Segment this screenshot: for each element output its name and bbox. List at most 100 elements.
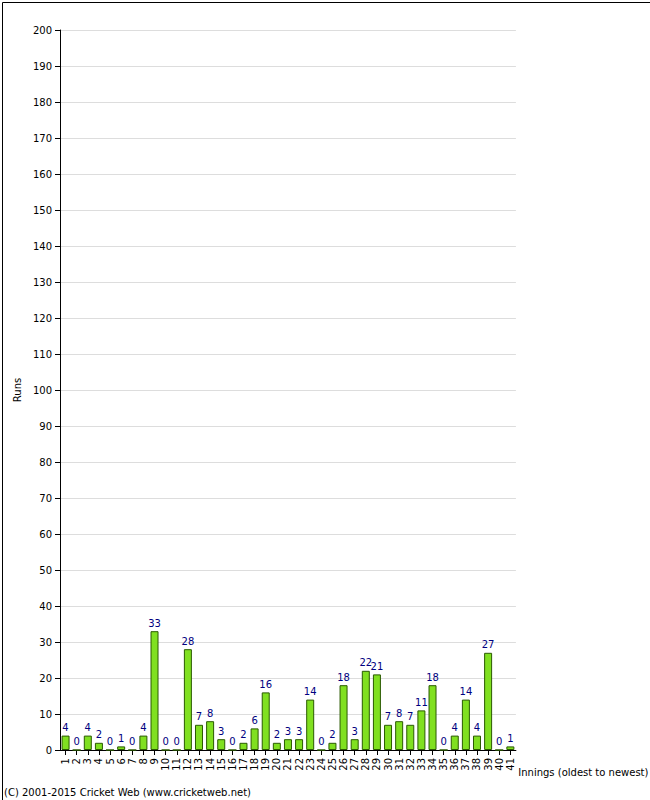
svg-text:22: 22	[294, 758, 305, 771]
svg-text:0: 0	[107, 736, 113, 747]
svg-text:14: 14	[205, 758, 216, 771]
svg-text:50: 50	[39, 565, 52, 576]
svg-text:Runs: Runs	[12, 378, 23, 402]
svg-text:13: 13	[193, 758, 204, 771]
svg-text:6: 6	[116, 758, 127, 764]
svg-text:25: 25	[327, 758, 338, 771]
svg-text:7: 7	[385, 711, 391, 722]
svg-text:11: 11	[415, 697, 428, 708]
svg-text:2: 2	[329, 729, 335, 740]
svg-text:0: 0	[73, 736, 79, 747]
svg-text:6: 6	[251, 715, 257, 726]
svg-text:(C) 2001-2015 Cricket Web (www: (C) 2001-2015 Cricket Web (www.cricketwe…	[4, 787, 251, 798]
svg-text:30: 30	[39, 637, 52, 648]
svg-text:4: 4	[474, 722, 480, 733]
svg-text:0: 0	[46, 745, 52, 756]
svg-text:180: 180	[33, 97, 52, 108]
svg-text:30: 30	[383, 758, 394, 771]
svg-text:0: 0	[496, 736, 502, 747]
svg-text:1: 1	[507, 733, 513, 744]
svg-text:100: 100	[33, 385, 52, 396]
svg-text:0: 0	[129, 736, 135, 747]
svg-text:110: 110	[33, 349, 52, 360]
svg-text:5: 5	[105, 758, 116, 764]
svg-text:4: 4	[452, 722, 458, 733]
svg-text:32: 32	[405, 758, 416, 771]
svg-text:21: 21	[282, 758, 293, 771]
svg-text:20: 20	[271, 758, 282, 771]
svg-text:8: 8	[396, 708, 402, 719]
svg-text:0: 0	[162, 736, 168, 747]
svg-text:3: 3	[296, 726, 302, 737]
svg-text:2: 2	[96, 729, 102, 740]
svg-text:120: 120	[33, 313, 52, 324]
svg-text:0: 0	[229, 736, 235, 747]
svg-text:140: 140	[33, 241, 52, 252]
svg-text:27: 27	[482, 639, 495, 650]
svg-text:3: 3	[82, 758, 93, 764]
svg-text:1: 1	[60, 758, 71, 764]
svg-text:14: 14	[304, 686, 317, 697]
svg-text:29: 29	[371, 758, 382, 771]
svg-text:4: 4	[140, 722, 146, 733]
svg-text:19: 19	[260, 758, 271, 771]
svg-text:8: 8	[138, 758, 149, 764]
svg-text:17: 17	[238, 758, 249, 771]
svg-text:40: 40	[494, 758, 505, 771]
svg-text:0: 0	[174, 736, 180, 747]
svg-text:20: 20	[39, 673, 52, 684]
svg-text:18: 18	[426, 672, 439, 683]
svg-text:35: 35	[438, 758, 449, 771]
svg-text:4: 4	[62, 722, 68, 733]
svg-text:170: 170	[33, 133, 52, 144]
svg-text:27: 27	[349, 758, 360, 771]
svg-text:0: 0	[440, 736, 446, 747]
svg-text:150: 150	[33, 205, 52, 216]
svg-text:34: 34	[427, 758, 438, 771]
svg-text:9: 9	[149, 758, 160, 764]
svg-text:15: 15	[216, 758, 227, 771]
svg-text:2: 2	[274, 729, 280, 740]
svg-text:14: 14	[460, 686, 473, 697]
svg-text:41: 41	[505, 758, 516, 771]
svg-text:1: 1	[118, 733, 124, 744]
svg-text:33: 33	[416, 758, 427, 771]
svg-text:33: 33	[148, 618, 161, 629]
svg-text:7: 7	[196, 711, 202, 722]
svg-text:10: 10	[39, 709, 52, 720]
svg-text:3: 3	[218, 726, 224, 737]
svg-text:16: 16	[227, 758, 238, 771]
svg-text:10: 10	[160, 758, 171, 771]
svg-text:3: 3	[285, 726, 291, 737]
svg-text:2: 2	[240, 729, 246, 740]
svg-text:39: 39	[483, 758, 494, 771]
svg-text:60: 60	[39, 529, 52, 540]
svg-text:26: 26	[338, 758, 349, 771]
svg-text:31: 31	[394, 758, 405, 771]
svg-text:40: 40	[39, 601, 52, 612]
svg-text:21: 21	[371, 661, 384, 672]
svg-text:7: 7	[127, 758, 138, 764]
svg-text:38: 38	[471, 758, 482, 771]
svg-text:160: 160	[33, 169, 52, 180]
svg-text:200: 200	[33, 25, 52, 36]
svg-text:23: 23	[305, 758, 316, 771]
svg-text:4: 4	[93, 758, 104, 764]
svg-text:28: 28	[360, 758, 371, 771]
svg-text:3: 3	[351, 726, 357, 737]
svg-text:Innings (oldest to newest): Innings (oldest to newest)	[518, 767, 648, 778]
svg-text:0: 0	[318, 736, 324, 747]
svg-text:28: 28	[182, 636, 195, 647]
svg-text:7: 7	[407, 711, 413, 722]
svg-text:190: 190	[33, 61, 52, 72]
svg-text:37: 37	[460, 758, 471, 771]
svg-text:8: 8	[207, 708, 213, 719]
svg-text:130: 130	[33, 277, 52, 288]
svg-text:36: 36	[449, 758, 460, 771]
svg-text:18: 18	[337, 672, 350, 683]
svg-text:90: 90	[39, 421, 52, 432]
svg-text:24: 24	[316, 758, 327, 771]
svg-text:12: 12	[182, 758, 193, 771]
svg-text:16: 16	[259, 679, 272, 690]
svg-text:18: 18	[249, 758, 260, 771]
